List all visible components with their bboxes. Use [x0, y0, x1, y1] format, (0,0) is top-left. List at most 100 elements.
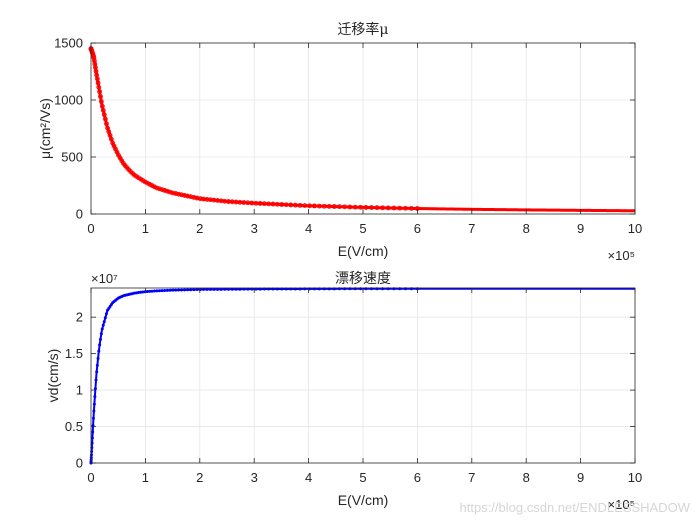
- plot2-data-point: [89, 453, 93, 457]
- plot2-data-point: [234, 287, 238, 291]
- plot1-data-point: [403, 205, 408, 211]
- plot1-data-point: [211, 197, 217, 203]
- plot1-grid: [91, 43, 635, 214]
- plot1-x-multiplier: ×10⁵: [608, 248, 635, 263]
- plot1-xtick-label: 0: [87, 221, 94, 236]
- plot2-xtick-label: 0: [87, 470, 94, 485]
- plot1-data-point: [347, 204, 353, 210]
- plot1-xlabel: E(V/cm): [338, 243, 389, 259]
- plot2-data-point: [223, 287, 227, 291]
- plot1-data-point: [326, 203, 332, 209]
- plot1-data-point: [397, 205, 403, 211]
- plot2-xtick-label: 10: [628, 470, 642, 485]
- plot1-xtick-label: 7: [468, 221, 475, 236]
- plot1-ytick-label: 1000: [54, 93, 83, 108]
- plot2-title: 漂移速度: [335, 271, 391, 287]
- plot2-data-point: [205, 287, 209, 291]
- plot2-data-point: [219, 287, 223, 291]
- plot1-data-point: [288, 202, 294, 208]
- plot1-data-point: [331, 204, 337, 209]
- plot2-data-point: [93, 395, 97, 399]
- plot1-data-point: [98, 99, 104, 104]
- plot1-data-point: [204, 196, 210, 202]
- plot2-xtick-label: 3: [251, 470, 258, 485]
- plot1-xtick-label: 9: [577, 221, 584, 236]
- plot1-data-point: [176, 191, 182, 197]
- plot1-data-point: [91, 58, 97, 64]
- plot2-xtick-label: 5: [359, 470, 366, 485]
- plot2-ytick-label: 2: [76, 310, 83, 325]
- plot1-data-point: [201, 196, 207, 202]
- plot2-data-point: [99, 332, 103, 336]
- plot2-data-point: [192, 288, 196, 292]
- plot2-ticks: 0 1 2 3 4 5 6 7 8 9 10 0 0.5 1 1.5 2: [65, 288, 642, 485]
- mobility-subplot: 0 1 2 3 4 5 6 7 8 9 10 0 500 1000 1500 迁移率μ E(V/cm) μ(…: [37, 21, 642, 263]
- plot1-data-point: [170, 190, 176, 196]
- plot1-data-point: [363, 205, 369, 210]
- plot1-xtick-label: 3: [251, 221, 258, 236]
- plot1-data-point: [316, 203, 322, 209]
- plot2-xtick-label: 7: [468, 470, 475, 485]
- plot2-data-point: [92, 409, 96, 413]
- plot2-data-point: [208, 287, 212, 291]
- plot1-data-point: [149, 183, 155, 188]
- plot1-data-point: [96, 84, 102, 90]
- plot1-data-point: [321, 203, 327, 209]
- plot1-data-point: [95, 80, 101, 86]
- plot2-data-point: [238, 287, 242, 291]
- plot2-data-point: [90, 450, 94, 454]
- plot2-data-point: [103, 316, 107, 320]
- plot1-data-point: [194, 195, 200, 201]
- plot2-ytick-label: 1.5: [65, 346, 83, 361]
- plot1-data-point: [98, 94, 103, 99]
- watermark-text: https://blog.csdn.net/ENDLESSHADOW: [460, 500, 691, 515]
- plot1-data-point: [409, 206, 414, 211]
- plot2-data-point: [171, 288, 175, 292]
- plot2-data-point: [226, 287, 230, 291]
- plot2-data-point: [230, 287, 234, 291]
- plot1-data-point: [144, 180, 150, 186]
- plot1-data-point: [283, 202, 289, 208]
- plot1-data-point: [164, 188, 170, 194]
- plot1-data-point: [297, 202, 303, 208]
- plot2-data-point: [165, 288, 169, 292]
- plot1-data-point: [101, 112, 107, 118]
- plot2-data-point: [152, 289, 156, 293]
- plot2-xtick-label: 8: [523, 470, 530, 485]
- plot2-y-multiplier: ×10⁷: [91, 271, 118, 286]
- plot2-data-point: [198, 287, 202, 291]
- plot2-data-point: [216, 287, 220, 291]
- plot2-grid: [91, 288, 635, 463]
- plot2-data-point: [212, 287, 216, 291]
- plot1-xtick-label: 5: [359, 221, 366, 236]
- plot1-ytick-label: 0: [76, 207, 83, 222]
- plot1-title: 迁移率μ: [337, 21, 388, 38]
- plot2-xtick-label: 2: [196, 470, 203, 485]
- plot1-data-point: [369, 205, 374, 210]
- plot1-xtick-label: 2: [196, 221, 203, 236]
- plot1-data-point: [358, 204, 363, 210]
- plot2-data-point: [148, 289, 152, 293]
- plot1-data-point: [352, 204, 358, 210]
- plot1-data-point: [162, 188, 168, 193]
- plot2-data-point: [101, 323, 105, 327]
- plot2-data-point: [100, 327, 104, 331]
- plot1-data-point: [391, 205, 397, 211]
- plot2-data-point: [91, 430, 95, 434]
- plot1-data-point: [91, 53, 96, 59]
- plot1-xtick-label: 8: [523, 221, 530, 236]
- plot2-xtick-label: 4: [305, 470, 312, 485]
- plot2-data-point: [96, 356, 100, 360]
- plot1-data-point: [182, 193, 187, 198]
- plot2-ytick-label: 0.5: [65, 419, 83, 434]
- plot1-data-point: [342, 204, 348, 210]
- plot2-data-point: [90, 436, 94, 440]
- plot1-data-point: [188, 194, 194, 200]
- plot2-data-point: [180, 288, 184, 292]
- plot2-x-multiplier: ×10⁵: [608, 497, 635, 512]
- plot1-data-point: [374, 205, 380, 211]
- plot1-data-point: [157, 186, 162, 192]
- plot1-xtick-label: 4: [305, 221, 312, 236]
- plot2-data-point: [163, 289, 167, 293]
- plot2-data-point: [150, 289, 154, 293]
